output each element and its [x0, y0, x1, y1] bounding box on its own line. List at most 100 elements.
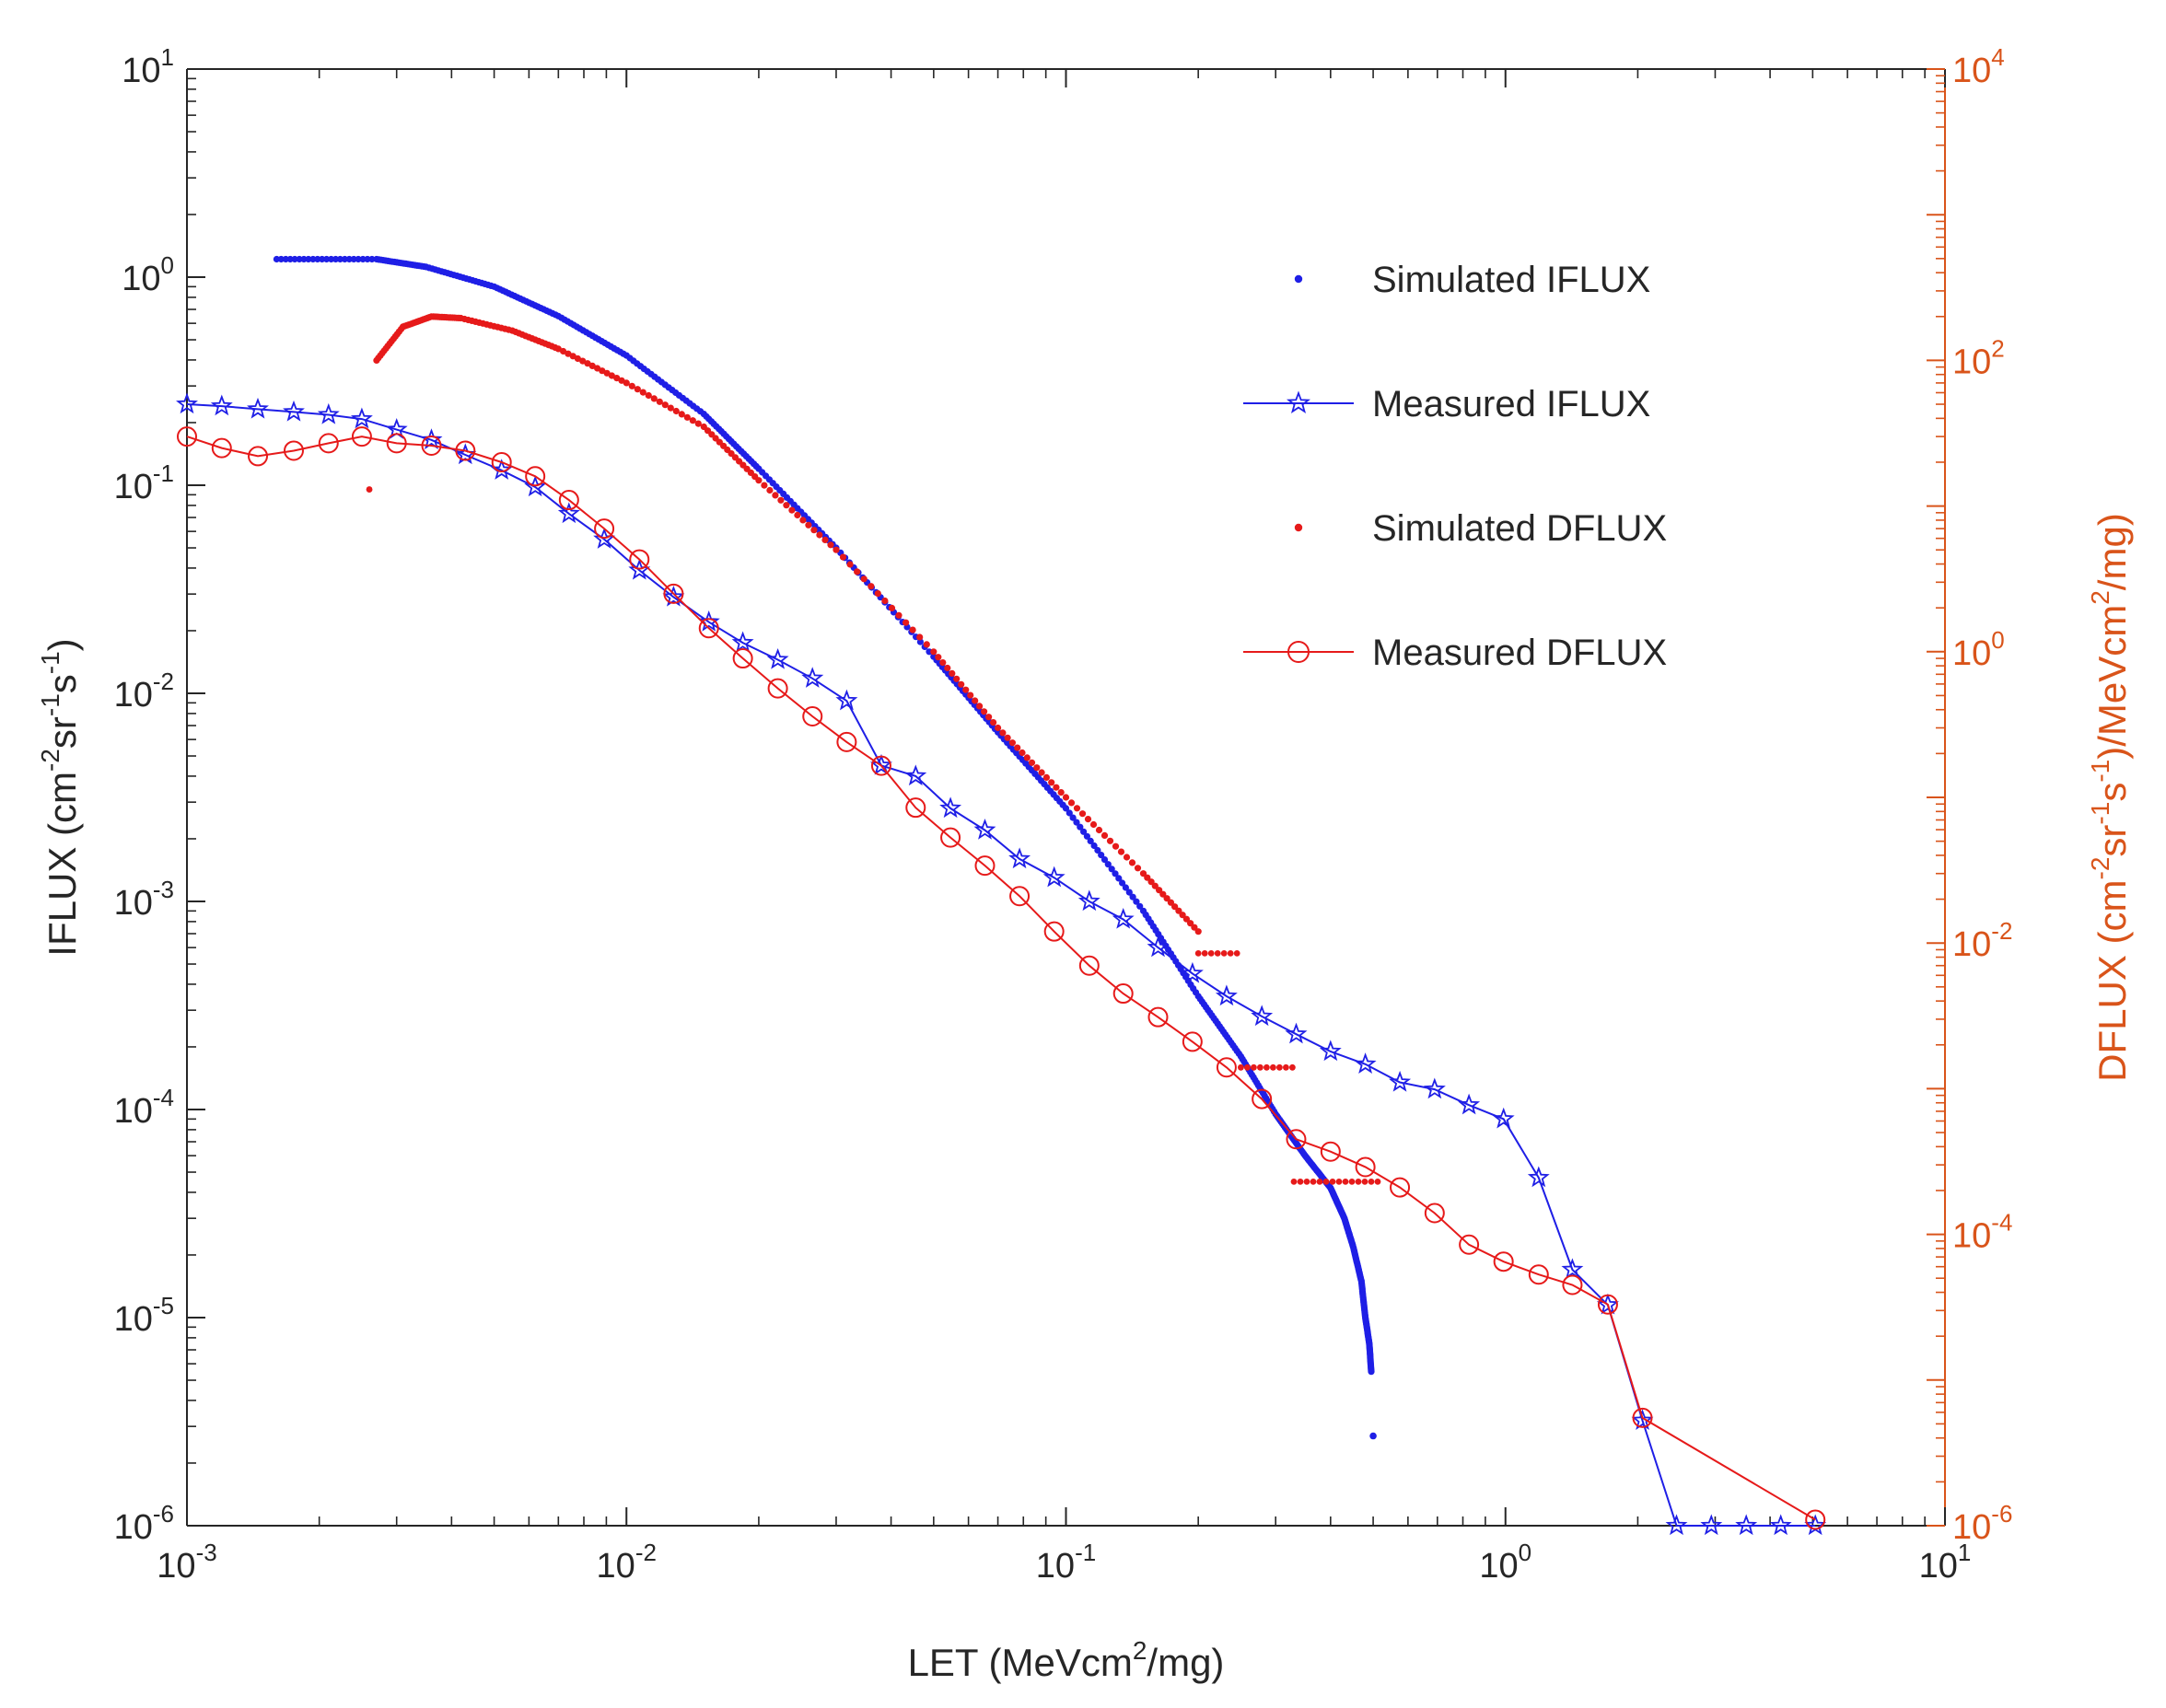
data-point [939, 659, 947, 667]
circle-marker [629, 549, 650, 570]
series-line [186, 403, 1816, 1527]
series-line [186, 436, 1816, 1521]
legend-marker [1294, 274, 1303, 284]
data-point [1227, 950, 1234, 957]
data-point [678, 411, 685, 418]
data-point [1374, 1179, 1381, 1185]
data-point [656, 398, 663, 405]
data-point [1134, 865, 1142, 872]
data-point [672, 407, 680, 415]
data-point [1322, 1179, 1330, 1185]
legend-label: Simulated DFLUX [1372, 508, 1667, 549]
star-marker [1492, 1107, 1515, 1129]
circle-marker [283, 440, 304, 461]
data-point [1122, 884, 1129, 891]
plot-data [176, 255, 1827, 1536]
data-point [1201, 950, 1208, 957]
data-point [1257, 1063, 1264, 1071]
star-marker [869, 753, 892, 775]
legend-label: Simulated IFLUX [1372, 260, 1650, 300]
data-point [1182, 915, 1190, 923]
data-point [1104, 861, 1112, 868]
data-point [1310, 1179, 1317, 1185]
data-point [623, 379, 630, 387]
data-point [766, 486, 774, 494]
circle-marker [1528, 1264, 1549, 1285]
circle-marker [491, 451, 512, 472]
data-point [805, 521, 812, 529]
star-marker [628, 558, 651, 580]
data-point [794, 511, 801, 519]
data-point [323, 255, 331, 263]
circle-marker [836, 731, 857, 752]
data-point [777, 496, 785, 504]
data-point [1089, 820, 1098, 829]
star-marker [1008, 847, 1031, 869]
circle-marker [663, 583, 684, 604]
x-tick-label: 10-1 [1036, 1539, 1096, 1586]
star-marker [1285, 1022, 1308, 1044]
data-point [1335, 1179, 1343, 1185]
axis-labels: LET (MeVcm2/mg) IFLUX (cm-2sr-1s-1) DFLUX … [36, 513, 2134, 1684]
star-marker [1596, 1293, 1619, 1315]
x-tick-label: 10-3 [157, 1539, 216, 1586]
data-point [667, 404, 674, 412]
data-point [854, 568, 861, 575]
y-tick-label: 10-6 [114, 1500, 174, 1547]
star-marker [1423, 1077, 1446, 1099]
legend: Simulated IFLUX Measured IFLUX Simulated D… [1243, 260, 1667, 673]
data-point [650, 395, 658, 402]
legend-label: Measured DFLUX [1372, 633, 1667, 673]
data-point [816, 531, 823, 539]
data-point [1098, 852, 1105, 859]
data-point [366, 486, 373, 493]
star-marker [662, 585, 685, 607]
data-point [949, 669, 956, 678]
circle-marker [1390, 1177, 1411, 1198]
y2-tick-label: 10-4 [1952, 1209, 2012, 1256]
data-point [981, 708, 988, 715]
circle-marker [1597, 1294, 1618, 1315]
data-point [1355, 1179, 1362, 1185]
star-marker [1147, 935, 1170, 958]
data-point [923, 641, 930, 648]
legend-label: Measured IFLUX [1372, 384, 1650, 424]
star-marker [1735, 1514, 1758, 1536]
circle-marker [1216, 1057, 1237, 1078]
data-point [1112, 870, 1119, 877]
data-point [1100, 856, 1109, 864]
star-marker [1077, 889, 1100, 912]
series-measured-dflux [177, 426, 1826, 1530]
data-point [1368, 1368, 1375, 1376]
data-point [810, 527, 818, 534]
star-marker [1561, 1258, 1584, 1280]
data-point [1008, 739, 1016, 747]
circle-marker [905, 797, 926, 819]
star-marker [1181, 961, 1204, 983]
circle-marker [1493, 1251, 1514, 1272]
data-point [1251, 1063, 1257, 1071]
data-point [1159, 890, 1167, 898]
data-point [930, 648, 937, 656]
data-point [1194, 950, 1202, 957]
y2-tick-label: 10-2 [1952, 917, 2012, 964]
data-point [1133, 898, 1140, 905]
circle-marker [318, 433, 339, 454]
data-point [999, 729, 1007, 737]
star-marker [593, 528, 616, 549]
circle-marker [351, 426, 372, 447]
circle-marker [1355, 1156, 1376, 1178]
circle-marker [1252, 1088, 1273, 1110]
data-point [1297, 1179, 1304, 1185]
circle-marker [974, 855, 996, 877]
data-point [1115, 875, 1123, 882]
data-point [1179, 912, 1186, 919]
data-point [277, 255, 285, 263]
data-point [1033, 764, 1041, 772]
data-point [888, 604, 896, 612]
data-point [1156, 887, 1163, 894]
data-point [1123, 854, 1131, 861]
legend-entry: Simulated IFLUX [1294, 260, 1650, 300]
data-point [628, 382, 635, 389]
data-point [1100, 831, 1109, 840]
